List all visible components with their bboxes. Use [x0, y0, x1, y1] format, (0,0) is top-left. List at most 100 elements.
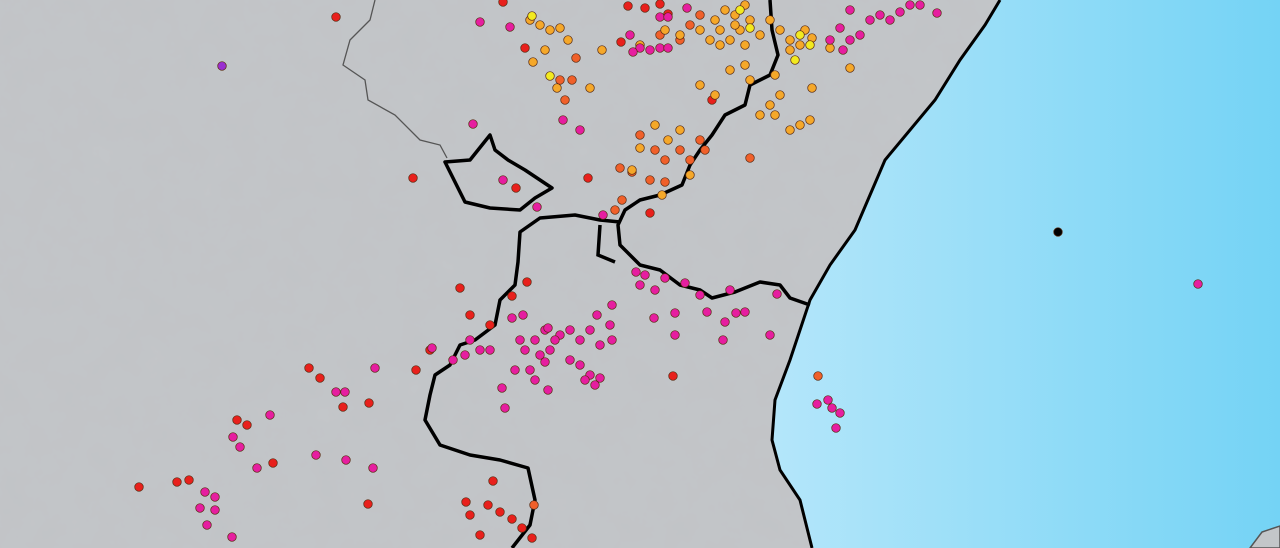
earthquake-marker-magenta	[202, 520, 212, 530]
earthquake-marker-orange-red	[745, 153, 755, 163]
earthquake-marker-magenta	[855, 30, 865, 40]
earthquake-marker-magenta	[530, 335, 540, 345]
earthquake-marker-red	[522, 277, 532, 287]
earthquake-marker-orange	[657, 190, 667, 200]
earthquake-markers	[134, 0, 1203, 543]
earthquake-marker-purple	[217, 61, 227, 71]
earthquake-marker-magenta	[368, 463, 378, 473]
earthquake-marker-magenta	[565, 325, 575, 335]
earthquake-marker-red	[363, 499, 373, 509]
earthquake-marker-magenta	[575, 125, 585, 135]
earthquake-marker-orange	[745, 75, 755, 85]
earthquake-marker-magenta	[427, 343, 437, 353]
earthquake-marker-red	[172, 477, 182, 487]
earthquake-marker-orange-red	[560, 95, 570, 105]
earthquake-marker-magenta	[731, 308, 741, 318]
enclave-border	[443, 133, 554, 212]
earthquake-marker-yellow	[735, 5, 745, 15]
earthquake-marker-magenta	[895, 7, 905, 17]
earthquake-marker-magenta	[605, 320, 615, 330]
earthquake-marker-magenta	[518, 310, 528, 320]
earthquake-marker-orange-red	[695, 135, 705, 145]
earthquake-marker-red	[655, 0, 665, 9]
earthquake-marker-magenta	[265, 410, 275, 420]
earthquake-marker-magenta	[740, 307, 750, 317]
earthquake-marker-orange-red	[650, 145, 660, 155]
earthquake-marker-magenta	[515, 335, 525, 345]
earthquake-marker-orange	[765, 15, 775, 25]
minor-border	[342, 0, 448, 159]
earthquake-marker-magenta	[915, 0, 925, 10]
earthquake-marker-orange-red	[813, 371, 823, 381]
earthquake-marker-orange-red	[635, 130, 645, 140]
earthquake-marker-magenta	[370, 363, 380, 373]
earthquake-marker-magenta	[530, 375, 540, 385]
earthquake-marker-orange	[725, 65, 735, 75]
earthquake-marker-orange-red	[615, 163, 625, 173]
earthquake-marker-magenta	[885, 15, 895, 25]
earthquake-marker-red	[640, 3, 650, 13]
earthquake-marker-orange	[552, 83, 562, 93]
earthquake-marker-magenta	[448, 355, 458, 365]
earthquake-marker-magenta	[823, 395, 833, 405]
earthquake-marker-magenta	[865, 15, 875, 25]
earthquake-marker-magenta	[663, 12, 673, 22]
earthquake-marker-magenta	[655, 12, 665, 22]
earthquake-marker-orange	[785, 125, 795, 135]
earthquake-marker-orange-red	[571, 53, 581, 63]
earthquake-marker-magenta	[210, 492, 220, 502]
earthquake-marker-magenta	[835, 23, 845, 33]
earthquake-marker-orange	[563, 35, 573, 45]
earthquake-marker-magenta	[663, 43, 673, 53]
earthquake-marker-magenta	[660, 273, 670, 283]
earthquake-marker-orange	[540, 45, 550, 55]
earthquake-marker-orange	[650, 120, 660, 130]
earthquake-marker-magenta	[545, 345, 555, 355]
earthquake-marker-magenta	[725, 285, 735, 295]
earthquake-marker-orange	[675, 30, 685, 40]
earthquake-marker-red	[668, 371, 678, 381]
earthquake-marker-orange	[805, 115, 815, 125]
earthquake-marker-orange	[663, 135, 673, 145]
earthquake-marker-orange	[528, 57, 538, 67]
earthquake-marker-orange	[627, 165, 637, 175]
earthquake-marker-red	[315, 373, 325, 383]
earthquake-marker-red	[411, 365, 421, 375]
earthquake-marker-magenta	[575, 335, 585, 345]
earthquake-marker-magenta	[341, 455, 351, 465]
coastline	[770, 0, 1002, 548]
earthquake-marker-magenta	[718, 335, 728, 345]
earthquake-marker-red	[455, 283, 465, 293]
earthquake-marker-magenta	[845, 5, 855, 15]
earthquake-marker-magenta	[635, 43, 645, 53]
earthquake-marker-red	[623, 1, 633, 11]
earthquake-marker-yellow	[795, 30, 805, 40]
earthquake-marker-orange-red	[695, 10, 705, 20]
earthquake-marker-red	[331, 12, 341, 22]
earthquake-marker-orange	[555, 23, 565, 33]
earthquake-marker-orange	[685, 170, 695, 180]
earthquake-marker-magenta	[838, 45, 848, 55]
earthquake-marker-magenta	[682, 3, 692, 13]
earthquake-marker-magenta	[595, 373, 605, 383]
earthquake-marker-orange	[740, 60, 750, 70]
earthquake-marker-orange	[755, 110, 765, 120]
earthquake-marker-magenta	[695, 290, 705, 300]
earthquake-marker-orange-red	[685, 20, 695, 30]
earthquake-marker-orange-red	[660, 155, 670, 165]
earthquake-marker-yellow	[745, 23, 755, 33]
earthquake-marker-red	[498, 0, 508, 7]
earthquake-marker-orange	[785, 45, 795, 55]
earthquake-marker-orange	[545, 25, 555, 35]
earthquake-marker-magenta	[525, 365, 535, 375]
earthquake-marker-yellow	[545, 71, 555, 81]
earthquake-marker-red	[507, 291, 517, 301]
earthquake-marker-black	[1053, 227, 1063, 237]
earthquake-marker-magenta	[649, 313, 659, 323]
earthquake-marker-yellow	[790, 55, 800, 65]
earthquake-marker-orange-red	[645, 175, 655, 185]
earthquake-marker-orange-red	[675, 145, 685, 155]
earthquake-marker-orange	[535, 20, 545, 30]
earthquake-marker-magenta	[465, 335, 475, 345]
earthquake-marker-magenta	[252, 463, 262, 473]
